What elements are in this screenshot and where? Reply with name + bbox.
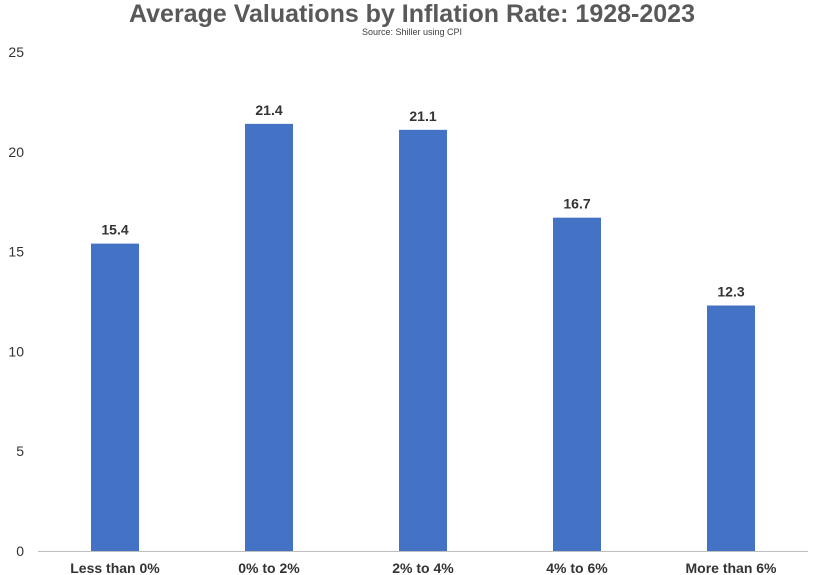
y-tick-label: 15 (8, 244, 24, 260)
x-tick-label: 2% to 4% (392, 560, 454, 575)
bar (245, 123, 293, 551)
x-tick-label: 0% to 2% (238, 560, 300, 575)
y-tick-label: 0 (16, 543, 24, 559)
x-axis: Less than 0% 0% to 2% 2% to 4% 4% to 6% More… (38, 551, 808, 575)
y-tick-label: 5 (16, 443, 24, 459)
bar (707, 305, 755, 551)
x-tick-label: 4% to 6% (546, 560, 608, 575)
chart-subtitle: Source: Shiller using CPI (362, 27, 462, 37)
chart-title: Average Valuations by Inflation Rate: 19… (129, 0, 695, 28)
bar (399, 129, 447, 551)
bar (553, 217, 601, 551)
y-tick-label: 25 (8, 44, 24, 60)
data-label: 15.4 (101, 222, 128, 238)
x-tick-label: Less than 0% (70, 560, 160, 575)
bar (91, 243, 139, 551)
bars (91, 123, 755, 551)
y-tick-label: 20 (8, 144, 24, 160)
data-label: 21.1 (409, 108, 436, 124)
data-labels: 15.4 21.4 21.1 16.7 12.3 (101, 102, 744, 300)
data-label: 21.4 (255, 102, 282, 118)
y-tick-label: 10 (8, 343, 24, 359)
y-axis: 0 5 10 15 20 25 (8, 44, 24, 559)
x-tick-label: More than 6% (685, 560, 777, 575)
data-label: 12.3 (717, 283, 744, 299)
data-label: 16.7 (563, 196, 590, 212)
